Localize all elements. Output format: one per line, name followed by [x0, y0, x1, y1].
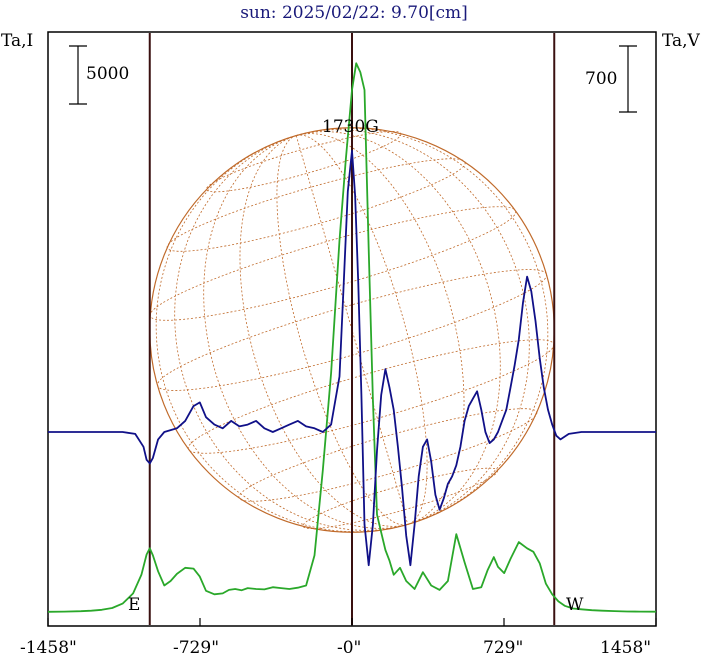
longitude-line [296, 129, 530, 525]
right-axis-label: Ta,V [662, 31, 700, 51]
limb-label-west: W [566, 595, 584, 615]
latitude-line [238, 408, 538, 502]
longitude-line [174, 135, 408, 531]
latitude-line [206, 131, 402, 193]
series-line [48, 149, 656, 567]
longitude-line [296, 134, 428, 525]
series-line [47, 62, 657, 613]
latitude-line [157, 269, 547, 391]
limb-markers [148, 33, 556, 625]
longitude-line [296, 131, 501, 525]
longitude-line [295, 135, 409, 525]
left-scale-label: 5000 [86, 64, 130, 84]
x-tick-label: 729" [483, 638, 524, 658]
heliographic-grid [149, 127, 555, 533]
limb-label-east: E [128, 595, 141, 615]
x-tick-label: 1458" [600, 638, 652, 658]
x-tick-marks [47, 618, 657, 626]
longitude-line [296, 127, 549, 525]
x-tick-label: -1458" [20, 638, 77, 658]
annotation-1730g: 1730G [322, 117, 379, 137]
latitude-line [166, 158, 466, 252]
longitude-line [276, 135, 408, 526]
scale-bars [69, 45, 637, 113]
series-lines [47, 62, 657, 613]
longitude-line [296, 133, 465, 525]
longitude-line [239, 135, 408, 527]
longitude-line [155, 135, 408, 533]
right-scale-label: 700 [585, 69, 618, 89]
longitude-line [203, 135, 408, 529]
chart-title: sun: 2025/02/22: 9.70[cm] [240, 3, 468, 23]
x-tick-label: -729" [173, 638, 220, 658]
left-axis-label: Ta,I [1, 31, 34, 51]
x-tick-label: -0" [337, 638, 362, 658]
